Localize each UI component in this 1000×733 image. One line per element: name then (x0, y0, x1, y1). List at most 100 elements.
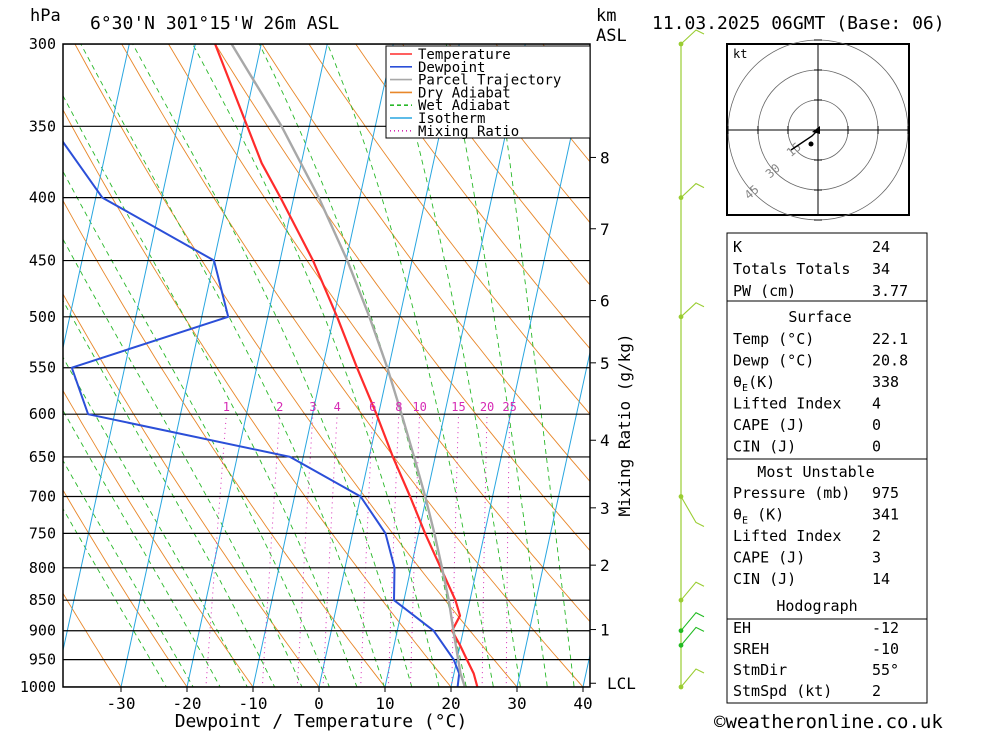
datetime-label: 11.03.2025 06GMT (Base: 06) (652, 13, 945, 34)
wet-adiabat-line (132, 44, 413, 687)
km-tick-label: 1 (600, 621, 610, 640)
pressure-tick-label: 550 (29, 359, 56, 377)
legend-entry: Parcel Trajectory (418, 73, 561, 89)
legend-entry: Mixing Ratio (418, 124, 519, 140)
mixing-ratio-line (505, 414, 511, 687)
most-unstable-row-label: CIN (J) (733, 570, 796, 588)
wind-barb (680, 612, 705, 632)
profile-series (63, 44, 479, 687)
x-tick-label: 0 (314, 694, 324, 713)
pressure-tick-label: 600 (29, 405, 56, 423)
surface-row-label: θE(K) (733, 373, 775, 394)
dry-adiabat-line (401, 44, 590, 286)
wind-profile-column (678, 29, 705, 690)
km-tick-label: 5 (600, 354, 610, 373)
hodograph-row-label: EH (733, 619, 751, 637)
index-row-value: 3.77 (872, 282, 908, 300)
mixing-ratio-label: 20 (480, 400, 494, 414)
pressure-tick-label: 950 (29, 651, 56, 669)
pressure-tick-label: 700 (29, 488, 56, 506)
wind-barb (680, 29, 705, 45)
isotherm-line (120, 44, 262, 687)
isotherm-line (516, 350, 590, 687)
index-row-value: 24 (872, 238, 890, 256)
wet-adiabat-line (63, 409, 221, 687)
km-tick-label: 4 (600, 431, 610, 450)
x-tick-label: -10 (239, 694, 268, 713)
isotherm-line (63, 44, 130, 351)
hodograph-row-value: 55° (872, 661, 899, 679)
surface-row-label: Lifted Index (733, 395, 841, 413)
mixing-ratio-line (261, 414, 281, 687)
surface-title: Surface (788, 308, 851, 326)
mixing-ratio-labels: 1 2 3 4 6 8 10 15 20 25 (223, 400, 517, 414)
km-unit: km (596, 6, 616, 26)
isotherm-line (0, 0, 19, 713)
wet-adiabat-line (390, 44, 521, 687)
x-tick-label: -20 (173, 694, 202, 713)
x-tick-label: 40 (573, 694, 592, 713)
pressure-tick-label: 300 (29, 35, 56, 53)
surface-row-value: 338 (872, 373, 899, 391)
surface-row-label: CIN (J) (733, 438, 796, 456)
mixing-ratio-label: 1 (223, 400, 230, 414)
location-label: 6°30'N 301°15'W 26m ASL (90, 13, 339, 34)
mixing-ratio-line (322, 414, 338, 687)
pressure-tick-label: 650 (29, 448, 56, 466)
legend-entry: Wet Adiabat (418, 98, 511, 114)
pressure-tick-label: 350 (29, 117, 56, 135)
km-tick-label: 3 (600, 499, 610, 518)
mixing-ratio-label: 10 (412, 400, 426, 414)
km-tick-label: 2 (600, 556, 610, 575)
mixing-ratio-line (481, 414, 488, 687)
wet-adiabat-line (63, 459, 194, 687)
x-tick-label: 30 (507, 694, 526, 713)
dry-adiabat-line (308, 44, 590, 415)
hodograph-row-label: SREH (733, 640, 769, 658)
mixing-ratio-label: 6 (369, 400, 376, 414)
x-tick-label: 20 (441, 694, 460, 713)
hodograph-unit-label: kt (733, 47, 747, 61)
mixing-ratio-line (205, 414, 227, 687)
index-row-value: 34 (872, 260, 890, 278)
hodograph-table-title: Hodograph (776, 597, 857, 615)
km-asl-label: ASL (596, 26, 627, 46)
surface-row-value: 4 (872, 395, 881, 413)
wind-barb (680, 626, 705, 646)
hodograph-row-value: -10 (872, 640, 899, 658)
mixing-ratio-axis-title: Mixing Ratio (g/kg) (615, 333, 634, 516)
surface-row-label: Dewp (°C) (733, 352, 814, 370)
pressure-tick-label: 900 (29, 622, 56, 640)
x-tick-label: 10 (375, 694, 394, 713)
mixing-ratio-label: 4 (334, 400, 341, 414)
dry-adiabat-line (63, 489, 188, 687)
dry-adiabat-line (63, 199, 386, 687)
dry-adiabat-line (355, 44, 590, 350)
wind-barb (680, 302, 705, 318)
legend-entry: Isotherm (418, 111, 485, 127)
most-unstable-row-label: Pressure (mb) (733, 484, 850, 502)
surface-row-value: 20.8 (872, 352, 908, 370)
pressure-tick-label: 750 (29, 524, 56, 542)
x-tick-label: -30 (107, 694, 136, 713)
index-row-label: Totals Totals (733, 260, 850, 278)
pressure-tick-label: 450 (29, 252, 56, 270)
skewt-plot-area (0, 0, 590, 713)
plot-frame (62, 43, 591, 688)
most-unstable-title: Most Unstable (757, 463, 874, 481)
index-row-label: PW (cm) (733, 282, 796, 300)
mixing-ratio-label: 25 (502, 400, 516, 414)
wet-adiabat-line (80, 44, 385, 687)
most-unstable-row-value: 2 (872, 527, 881, 545)
pressure-axis: 300 350 400 450 500 550 600 650 700 750 800 850 900 9… (20, 35, 56, 696)
pressure-tick-label: 1000 (20, 678, 56, 696)
dry-adiabat-line (448, 44, 590, 224)
hodograph-table-box (726, 618, 928, 704)
most-unstable-row-label: θE (K) (733, 506, 784, 527)
mixing-ratio-lines (205, 414, 511, 687)
hodograph-row-label: StmDir (733, 661, 787, 679)
index-row-label: K (733, 238, 742, 256)
surface-row-value: 0 (872, 438, 881, 456)
hodograph-arrow (812, 126, 820, 134)
